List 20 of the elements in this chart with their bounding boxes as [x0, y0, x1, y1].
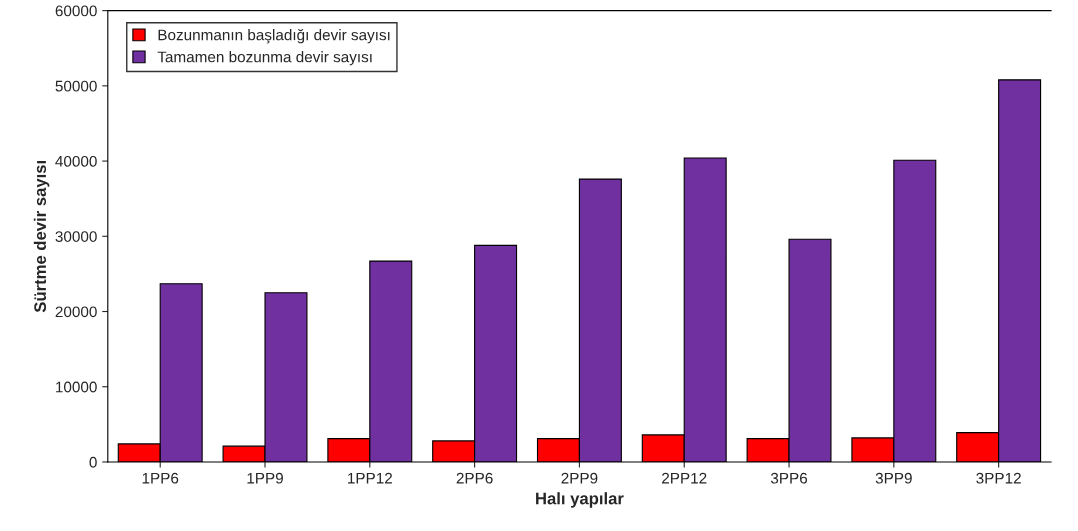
y-tick-label: 0	[89, 456, 97, 468]
y-axis-title: Sürtme devir sayısı	[33, 161, 50, 313]
y-tick-label: 60000	[55, 5, 97, 17]
x-tick-label: 3PP12	[976, 472, 1021, 484]
x-tick-label: 3PP9	[875, 472, 912, 484]
y-tick-label: 10000	[56, 381, 97, 393]
x-tick-label: 1PP12	[348, 472, 392, 484]
y-tick-label: 40000	[55, 155, 97, 167]
legend-label: Bozunmanın başladığı devir sayısı	[158, 28, 390, 44]
x-tick-label: 1PP9	[247, 472, 283, 484]
y-tick-label: 50000	[55, 80, 97, 92]
x-tick-label: 2PP9	[561, 472, 598, 484]
x-tick-label: 2PP6	[456, 472, 493, 484]
y-tick-label: 20000	[55, 306, 97, 318]
x-tick-label: 1PP6	[142, 472, 179, 484]
legend-label: Tamamen bozunma devir sayısı	[157, 51, 372, 66]
x-axis-title: Halı yapılar	[536, 492, 624, 508]
y-tick-label: 30000	[55, 231, 97, 242]
x-tick-label: 2PP12	[662, 472, 707, 484]
x-tick-label: 3PP6	[770, 472, 808, 484]
